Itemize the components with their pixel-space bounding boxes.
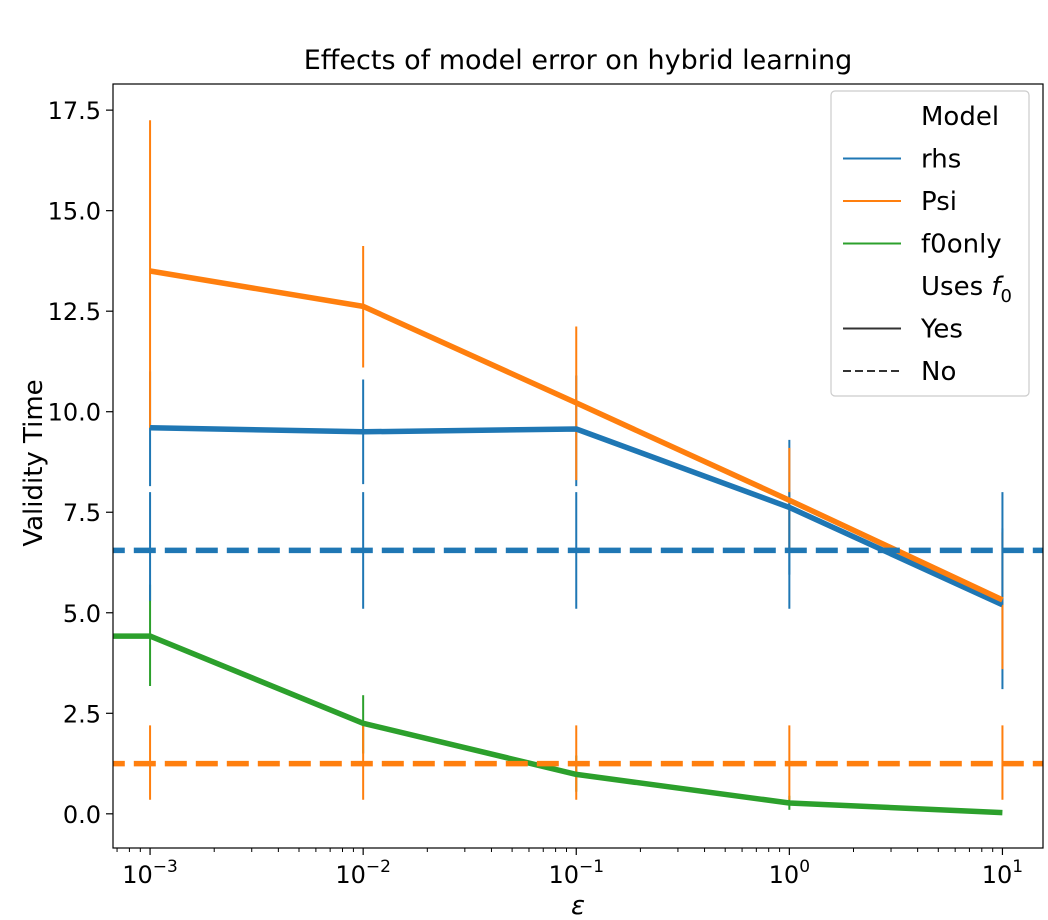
y-tick-label: 7.5: [63, 499, 101, 527]
y-tick-label: 12.5: [48, 298, 101, 326]
x-tick-label: 10−2: [335, 857, 391, 889]
legend-label-yes: Yes: [920, 315, 963, 345]
chart-title: Effects of model error on hybrid learnin…: [304, 45, 852, 76]
legend-label-no: No: [921, 357, 956, 387]
legend-label-f0only: f0only: [921, 230, 1002, 260]
x-tick-label: 10−3: [122, 857, 178, 889]
y-tick-label: 5.0: [63, 600, 101, 628]
x-tick-label: 100: [769, 857, 810, 889]
series-line-rhs: [150, 425, 1004, 608]
legend: Model rhs Psi f0only Uses f0 Yes No: [830, 90, 1030, 397]
legend-label-model: Model: [921, 102, 999, 132]
y-tick-label: 17.5: [48, 97, 101, 125]
y-tick-label: 10.0: [48, 399, 101, 427]
axes: 0.0 2.5 5.0 7.5 10.0 12.5 15.0 17.5 10−3 10−2 10−1…: [48, 83, 1044, 889]
legend-label-uses: Uses f0: [921, 272, 1012, 307]
y-axis-label: Validity Time: [19, 379, 49, 546]
x-tick-label: 101: [982, 857, 1023, 889]
y-tick-label: 0.0: [63, 801, 101, 829]
x-tick-label: 10−1: [548, 857, 604, 889]
plot-frame: [112, 83, 1044, 849]
series-lines: [113, 268, 1043, 816]
x-axis-label: ε: [571, 891, 585, 920]
y-tick-label: 2.5: [63, 700, 101, 728]
legend-label-rhs: rhs: [921, 145, 961, 175]
series-line-f0only: [113, 633, 1003, 816]
series-line-psi: [149, 268, 1004, 603]
y-tick-label: 15.0: [48, 198, 101, 226]
legend-box: [830, 90, 1030, 397]
legend-label-psi: Psi: [921, 187, 957, 217]
